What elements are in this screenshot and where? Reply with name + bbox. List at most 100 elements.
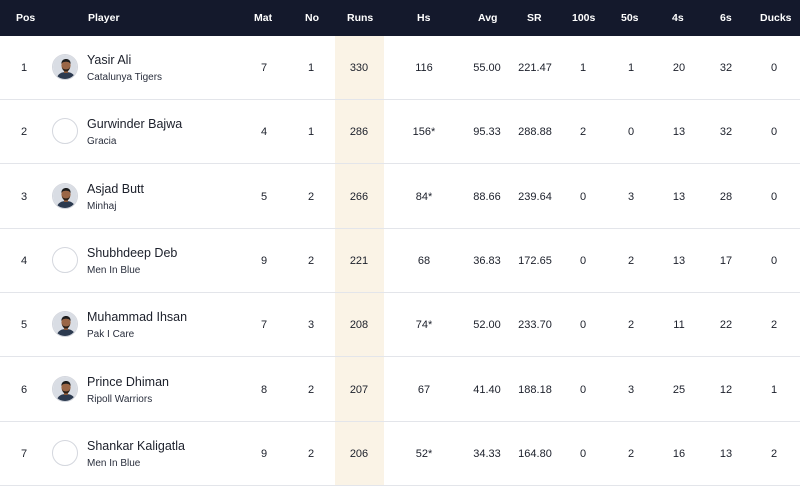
ducks-cell: 2 (770, 319, 778, 332)
runs-cell: 221 (349, 254, 369, 267)
avatar-placeholder (52, 246, 78, 273)
hs-cell: 68 (417, 254, 431, 267)
mat-cell: 9 (260, 254, 268, 267)
header-ducks[interactable]: Ducks (760, 12, 792, 24)
fours-cell: 11 (673, 319, 685, 332)
sr-cell: 221.47 (518, 62, 552, 74)
no-cell: 3 (307, 319, 315, 332)
sr-cell: 172.65 (518, 254, 552, 267)
player-name[interactable]: Gurwinder Bajwa (87, 117, 183, 132)
mat-cell: 7 (260, 62, 268, 74)
player-name[interactable]: Yasir Ali (87, 53, 132, 67)
player-cell[interactable]: Gurwinder Bajwa Gracia (52, 100, 292, 164)
header-4s[interactable]: 4s (672, 12, 684, 24)
table-row[interactable]: 4 9 2 221 68 36.83 172.65 0 2 13 17 0 Shubhdeep Deb M… (0, 229, 800, 293)
header-sr[interactable]: SR (527, 12, 542, 24)
no-cell: 1 (307, 126, 315, 139)
sixes-cell: 32 (719, 126, 733, 139)
fifties-cell: 1 (627, 62, 635, 74)
avg-cell: 95.33 (473, 126, 501, 139)
table-row[interactable]: 7 9 2 206 52* 34.33 164.80 0 2 16 13 2 Shankar Kalig… (0, 422, 800, 486)
sr-cell: 188.18 (518, 383, 552, 396)
header-pos[interactable]: Pos (16, 12, 36, 24)
sixes-cell: 12 (719, 383, 733, 396)
runs-cell: 330 (349, 62, 369, 74)
runs-column-highlight (335, 36, 384, 486)
header-50s[interactable]: 50s (621, 12, 639, 24)
header-runs[interactable]: Runs (347, 12, 374, 24)
player-cell[interactable]: Shubhdeep Deb Men In Blue (52, 229, 292, 293)
hundreds-cell: 0 (579, 254, 587, 267)
mat-cell: 5 (260, 190, 268, 203)
header-no[interactable]: No (305, 12, 319, 24)
pos-cell: 1 (20, 62, 28, 74)
pos-cell: 4 (20, 254, 28, 267)
avatar-placeholder (52, 439, 78, 466)
pos-cell: 2 (20, 126, 28, 139)
player-cell[interactable]: Yasir Ali Catalunya Tigers (52, 36, 292, 100)
no-cell: 2 (307, 447, 315, 460)
pos-cell: 3 (20, 190, 28, 203)
fifties-cell: 3 (627, 383, 635, 396)
fifties-cell: 0 (627, 126, 635, 139)
sr-cell: 239.64 (518, 190, 552, 203)
table-header: Pos Player Mat No Runs Hs Avg SR 100s 50… (0, 0, 800, 36)
player-name[interactable]: Prince Dhiman (87, 374, 169, 389)
table-row[interactable]: 5 7 3 208 74* 52.00 233.70 0 2 11 22 2 Muhammad Ihsa… (0, 293, 800, 358)
player-name[interactable]: Muhammad Ihsan (87, 310, 188, 325)
player-team: Ripoll Warriors (87, 393, 153, 405)
sixes-cell: 17 (719, 254, 733, 267)
header-100s[interactable]: 100s (572, 12, 596, 24)
hs-cell: 74* (415, 319, 433, 332)
player-name[interactable]: Shubhdeep Deb (87, 245, 178, 260)
ducks-cell: 1 (770, 383, 778, 396)
runs-cell: 266 (349, 190, 369, 203)
table-row[interactable]: 2 4 1 286 156* 95.33 288.88 2 0 13 32 0 Gurwinder Ba… (0, 100, 800, 165)
player-team: Men In Blue (87, 457, 141, 469)
fifties-cell: 2 (627, 319, 635, 332)
fours-cell: 25 (672, 383, 686, 396)
avg-cell: 41.40 (473, 383, 501, 396)
hs-cell: 84* (415, 190, 433, 203)
ducks-cell: 0 (770, 254, 778, 267)
ducks-cell: 2 (770, 447, 778, 460)
sixes-cell: 32 (719, 62, 733, 74)
avatar (52, 54, 78, 80)
player-cell[interactable]: Prince Dhiman Ripoll Warriors (52, 358, 292, 422)
header-avg[interactable]: Avg (478, 12, 498, 24)
fours-cell: 13 (672, 254, 686, 267)
mat-cell: 4 (260, 126, 268, 139)
sixes-cell: 13 (719, 447, 733, 460)
hundreds-cell: 0 (579, 447, 587, 460)
table-row[interactable]: 1 7 1 330 116 55.00 221.47 1 1 20 32 0 Yasir Ali Cata… (0, 36, 800, 100)
table-row[interactable]: 6 8 2 207 67 41.40 188.18 0 3 25 12 1 Prince Dhiman R… (0, 358, 800, 422)
player-cell[interactable]: Shankar Kaligatla Men In Blue (52, 422, 292, 486)
fours-cell: 13 (672, 126, 686, 139)
player-cell[interactable]: Asjad Butt Minhaj (52, 165, 292, 229)
player-name[interactable]: Asjad Butt (87, 181, 144, 196)
ducks-cell: 0 (770, 126, 778, 139)
header-hs[interactable]: Hs (417, 12, 431, 24)
fifties-cell: 2 (627, 254, 635, 267)
avatar (52, 375, 78, 402)
table-row[interactable]: 3 5 2 266 84* 88.66 239.64 0 3 13 28 0 Asjad Butt Min… (0, 165, 800, 229)
no-cell: 2 (307, 383, 315, 396)
fours-cell: 20 (672, 62, 686, 74)
avg-cell: 36.83 (473, 254, 501, 267)
header-mat[interactable]: Mat (254, 12, 273, 24)
avg-cell: 88.66 (473, 190, 501, 203)
mat-cell: 8 (260, 383, 268, 396)
pos-cell: 5 (20, 319, 28, 332)
avatar-placeholder (52, 118, 78, 145)
pos-cell: 7 (20, 447, 28, 460)
hundreds-cell: 1 (579, 62, 587, 74)
player-name[interactable]: Shankar Kaligatla (87, 438, 185, 453)
header-6s[interactable]: 6s (720, 12, 732, 24)
avg-cell: 34.33 (473, 447, 501, 460)
sr-cell: 233.70 (518, 319, 552, 332)
runs-cell: 207 (349, 383, 369, 396)
header-player[interactable]: Player (88, 12, 120, 24)
player-team: Minhaj (87, 200, 117, 212)
no-cell: 1 (307, 62, 315, 74)
player-cell[interactable]: Muhammad Ihsan Pak I Care (52, 293, 292, 357)
